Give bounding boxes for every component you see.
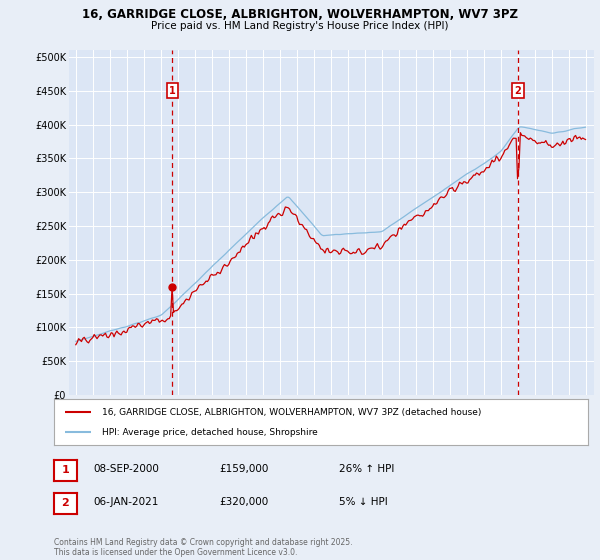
Text: Price paid vs. HM Land Registry's House Price Index (HPI): Price paid vs. HM Land Registry's House … [151, 21, 449, 31]
Text: 1: 1 [62, 465, 69, 475]
Text: 5% ↓ HPI: 5% ↓ HPI [339, 497, 388, 507]
Text: 16, GARRIDGE CLOSE, ALBRIGHTON, WOLVERHAMPTON, WV7 3PZ (detached house): 16, GARRIDGE CLOSE, ALBRIGHTON, WOLVERHA… [102, 408, 481, 417]
Text: 1: 1 [169, 86, 176, 96]
Text: Contains HM Land Registry data © Crown copyright and database right 2025.
This d: Contains HM Land Registry data © Crown c… [54, 538, 353, 557]
Text: 16, GARRIDGE CLOSE, ALBRIGHTON, WOLVERHAMPTON, WV7 3PZ: 16, GARRIDGE CLOSE, ALBRIGHTON, WOLVERHA… [82, 8, 518, 21]
Text: 06-JAN-2021: 06-JAN-2021 [93, 497, 158, 507]
Text: 08-SEP-2000: 08-SEP-2000 [93, 464, 159, 474]
Text: £159,000: £159,000 [219, 464, 268, 474]
Text: 2: 2 [62, 498, 69, 508]
Text: HPI: Average price, detached house, Shropshire: HPI: Average price, detached house, Shro… [102, 428, 318, 437]
Text: 2: 2 [515, 86, 521, 96]
Text: £320,000: £320,000 [219, 497, 268, 507]
Text: 26% ↑ HPI: 26% ↑ HPI [339, 464, 394, 474]
